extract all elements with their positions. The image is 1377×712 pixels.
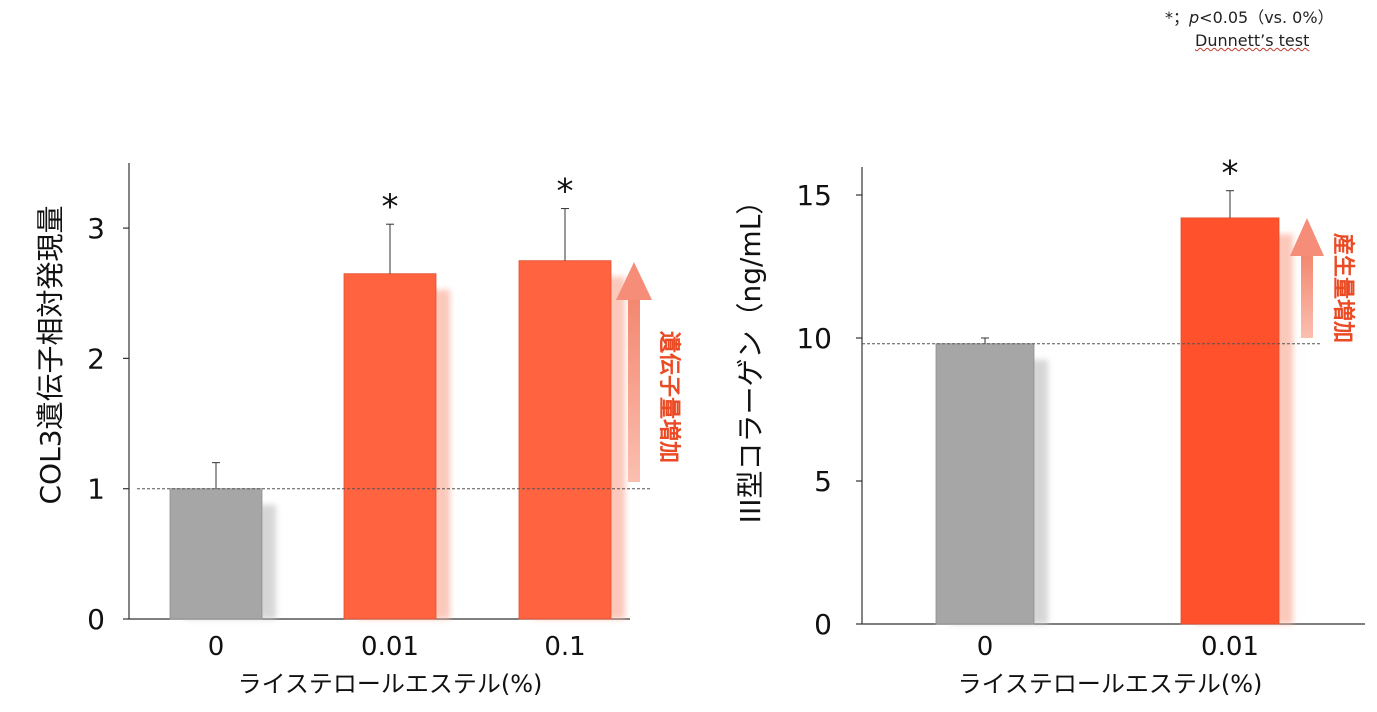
x-category-label: 0 xyxy=(977,632,994,662)
bar-0.01 xyxy=(1180,217,1280,625)
y-tick-label: 10 xyxy=(796,322,832,355)
significance-prefix: *； xyxy=(1165,8,1190,27)
significance-asterisk: * xyxy=(382,187,399,227)
bar-0 xyxy=(169,488,263,620)
increase-arrow-icon xyxy=(616,262,652,300)
bar-0.1 xyxy=(518,260,612,620)
x-category-label: 0.1 xyxy=(544,632,585,662)
test-note: Dunnett’s test xyxy=(1195,32,1309,50)
y-tick-label: 1 xyxy=(87,473,105,506)
y-tick-label: 0 xyxy=(814,608,832,641)
collagen3-production-chart: 0 5 10 15 0 * 0.01 産生量増加 III型コラーゲン（ng/mL） ライステロール… xyxy=(734,154,1365,698)
x-axis-label: ライステロールエステル(%) xyxy=(958,670,1263,698)
y-tick-label: 3 xyxy=(87,212,105,245)
y-axis-label: III型コラーゲン（ng/mL） xyxy=(734,187,767,524)
increase-annotation: 遺伝子量増加 xyxy=(656,331,682,463)
y-axis-label: COL3遺伝子相対発現量 xyxy=(34,205,67,504)
increase-annotation: 産生量増加 xyxy=(1330,233,1356,343)
col3-expression-chart: 0 1 2 3 0 * 0.01 * 0.1 遺伝子量増加 COL3遺伝子相対発現量ライステロールエ… xyxy=(34,163,682,698)
significance-threshold: <0.05（vs. 0%） xyxy=(1199,8,1334,27)
x-category-label: 0.01 xyxy=(1201,632,1259,662)
significance-asterisk: * xyxy=(1222,154,1239,194)
y-tick-label: 15 xyxy=(796,179,832,212)
increase-arrow-icon xyxy=(1290,218,1324,256)
dunnett-test-label: Dunnett’s test xyxy=(1195,31,1310,50)
y-tick-label: 2 xyxy=(87,342,105,375)
significance-asterisk: * xyxy=(557,172,574,212)
bar-0.01 xyxy=(343,273,437,620)
y-tick-label: 5 xyxy=(814,465,832,498)
bar-0 xyxy=(935,343,1035,625)
increase-arrow-shaft xyxy=(1301,254,1313,338)
x-category-label: 0.01 xyxy=(361,632,419,662)
increase-arrow-shaft xyxy=(628,298,640,482)
significance-note: *；p<0.05（vs. 0%） xyxy=(1165,9,1334,27)
p-symbol: p xyxy=(1189,8,1200,27)
y-tick-label: 0 xyxy=(87,603,105,636)
x-axis-label: ライステロールエステル(%) xyxy=(238,670,543,698)
x-category-label: 0 xyxy=(208,632,225,662)
